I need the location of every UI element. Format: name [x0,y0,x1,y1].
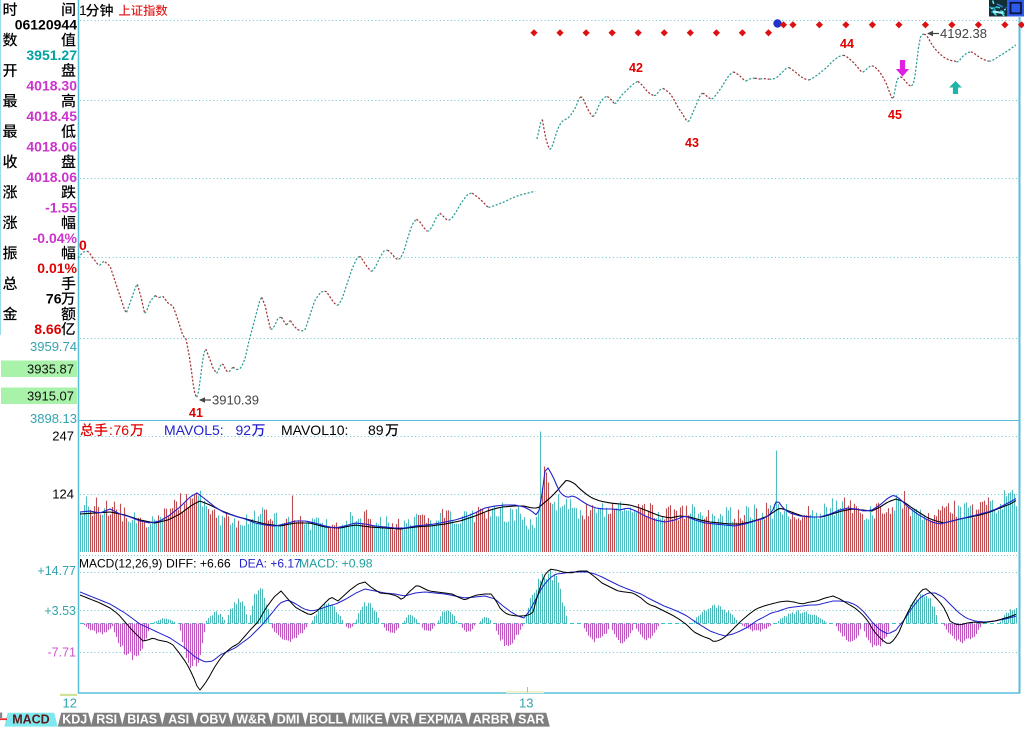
svg-text:OBV: OBV [200,713,228,727]
svg-text:MAVOL5:: MAVOL5: [164,422,224,438]
svg-text:4018.06: 4018.06 [26,169,77,185]
svg-text:4192.38: 4192.38 [940,26,987,41]
svg-text:13: 13 [519,696,533,711]
svg-text:+14.77: +14.77 [37,564,76,578]
svg-text:4018.30: 4018.30 [26,78,77,94]
svg-text::: : [109,422,113,438]
svg-text:92: 92 [236,422,252,438]
svg-text:44: 44 [840,37,854,51]
svg-text:-7.71: -7.71 [48,646,77,660]
svg-text:SAR: SAR [518,713,544,727]
svg-text:DMI: DMI [277,713,300,727]
svg-text:ASI: ASI [168,713,189,727]
svg-text:MACD: MACD [12,713,50,727]
svg-text:12: 12 [63,696,77,711]
svg-text:RSI: RSI [96,713,117,727]
svg-text:0.01%: 0.01% [37,260,77,276]
svg-text:ARBR: ARBR [473,713,509,727]
svg-text:3910.39: 3910.39 [212,393,259,408]
svg-text:MACD(12,26,9): MACD(12,26,9) [79,557,162,571]
svg-text:1: 1 [79,2,87,18]
svg-text:VR: VR [392,713,409,727]
svg-text:247: 247 [52,429,74,444]
svg-text:43: 43 [685,136,699,150]
svg-text:41: 41 [189,406,203,420]
svg-text:42: 42 [629,61,643,75]
svg-text:DIFF: +6.66: DIFF: +6.66 [166,557,231,571]
svg-text:76: 76 [46,291,62,307]
svg-text:06120944: 06120944 [15,17,78,33]
svg-text:4018.45: 4018.45 [26,108,77,124]
svg-text:0: 0 [79,237,87,253]
svg-text:+3.53: +3.53 [44,604,76,618]
svg-text:DEA: +6.17: DEA: +6.17 [239,557,301,571]
svg-text:3898.13: 3898.13 [30,411,77,426]
svg-text:-1.55: -1.55 [45,199,77,215]
svg-text:EXPMA: EXPMA [418,713,462,727]
svg-text:BOLL: BOLL [309,713,343,727]
svg-text:BIAS: BIAS [127,713,157,727]
svg-text:MACD: +0.98: MACD: +0.98 [299,557,373,571]
svg-text:MAVOL10:: MAVOL10: [281,422,348,438]
svg-text:45: 45 [888,108,902,122]
svg-text:3935.87: 3935.87 [27,362,74,377]
svg-text:MIKE: MIKE [352,713,383,727]
svg-text:3951.27: 3951.27 [26,47,77,63]
svg-text:W&R: W&R [236,713,266,727]
svg-text:124: 124 [52,487,74,502]
svg-text:-0.04%: -0.04% [33,230,78,246]
svg-text:89: 89 [368,422,384,438]
svg-text:8.66: 8.66 [34,321,61,337]
svg-text:KDJ: KDJ [62,713,87,727]
svg-text:76: 76 [114,422,130,438]
svg-text:3959.74: 3959.74 [30,339,77,354]
svg-text:3915.07: 3915.07 [27,389,74,404]
svg-text:4018.06: 4018.06 [26,138,77,154]
